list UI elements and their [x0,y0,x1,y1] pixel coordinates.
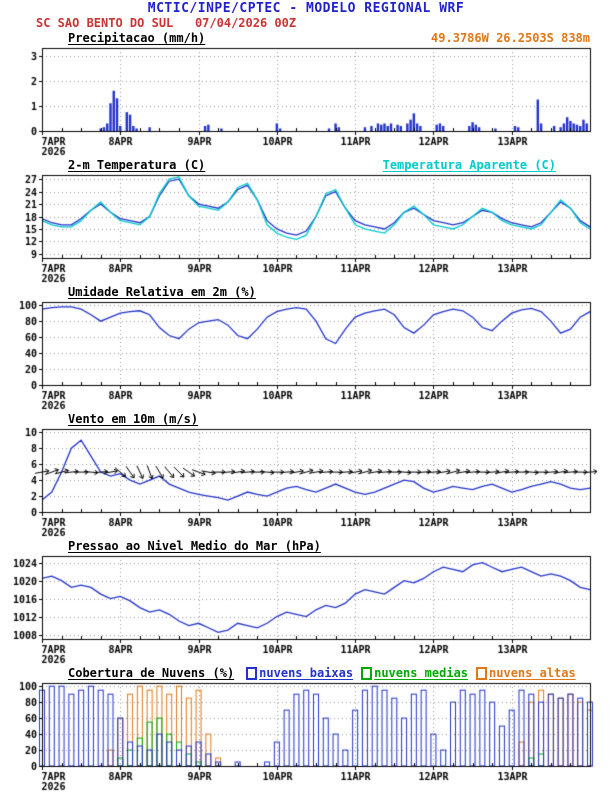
panel-humidity: Umidade Relativa em 2m (%) [0,284,612,411]
panel-cloud-cover: Cobertura de Nuvens (%) nuvens baixas nu… [0,665,612,792]
high-clouds-swatch-icon [476,667,488,680]
legend-item-mid-clouds: nuvens medias [361,666,468,680]
legend-label-mid-clouds: nuvens medias [374,666,469,680]
panel-temperature: 2-m Temperatura (C) Temperatura Aparente… [0,157,612,284]
panel-title-humidity: Umidade Relativa em 2m (%) [68,285,256,299]
panel-title-pressure: Pressao ao Nivel Medio do Mar (hPa) [68,539,321,553]
panel-title-precipitation: Precipitacao (mm/h) [68,31,206,45]
legend-item-low-clouds: nuvens baixas [246,666,353,680]
panel-title-temperature: 2-m Temperatura (C) [68,158,206,172]
panel-title-wind: Vento em 10m (m/s) [68,412,199,426]
coordinates-label: 49.3786W 26.2503S 838m [431,31,590,45]
pressure-chart [0,553,612,665]
cloud-legend: nuvens baixas nuvens medias nuvens altas [246,666,576,680]
mid-clouds-swatch-icon [361,667,373,680]
low-clouds-swatch-icon [246,667,258,680]
precipitation-chart [0,45,612,157]
panel-wind: Vento em 10m (m/s) [0,411,612,538]
wind-chart [0,426,612,538]
panel-pressure: Pressao ao Nivel Medio do Mar (hPa) [0,538,612,665]
model-title: MCTIC/INPE/CPTEC - MODELO REGIONAL WRF [147,1,465,16]
panel-precipitation: Precipitacao (mm/h) 49.3786W 26.2503S 83… [0,30,612,157]
panel-title-cloud-cover: Cobertura de Nuvens (%) [68,666,235,680]
legend-label-low-clouds: nuvens baixas [259,666,354,680]
apparent-temperature-label: Temperatura Aparente (C) [382,158,556,172]
temperature-chart [0,172,612,284]
station-date-line: SC SAO BENTO DO SUL 07/04/2026 00Z [36,16,297,30]
legend-item-high-clouds: nuvens altas [476,666,576,680]
humidity-chart [0,299,612,411]
legend-label-high-clouds: nuvens altas [489,666,576,680]
cloud-cover-chart [0,680,612,792]
